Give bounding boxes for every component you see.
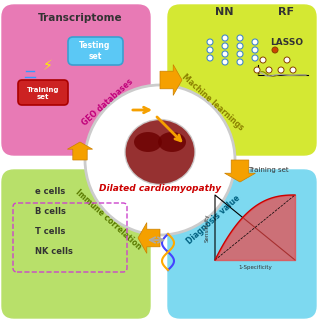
Circle shape — [252, 39, 258, 45]
Text: LASSO: LASSO — [270, 38, 303, 47]
Circle shape — [207, 47, 213, 53]
Text: NK cells: NK cells — [35, 247, 73, 257]
Text: RF: RF — [278, 7, 294, 17]
FancyBboxPatch shape — [2, 170, 150, 318]
Text: Machine learnings: Machine learnings — [180, 72, 245, 132]
Text: Training
set: Training set — [27, 86, 59, 100]
Circle shape — [222, 43, 228, 49]
Polygon shape — [160, 65, 182, 95]
Circle shape — [278, 67, 284, 73]
Circle shape — [207, 39, 213, 45]
Circle shape — [222, 59, 228, 65]
Ellipse shape — [158, 132, 186, 152]
Circle shape — [252, 55, 258, 61]
Text: Dilated cardiomyopathy: Dilated cardiomyopathy — [99, 183, 221, 193]
Polygon shape — [138, 223, 160, 253]
FancyBboxPatch shape — [168, 170, 316, 318]
Text: ⚡: ⚡ — [43, 84, 53, 98]
FancyBboxPatch shape — [2, 5, 150, 155]
Ellipse shape — [125, 119, 195, 185]
FancyBboxPatch shape — [68, 37, 123, 65]
Text: ⚡: ⚡ — [43, 59, 53, 73]
Circle shape — [284, 57, 290, 63]
Circle shape — [260, 57, 266, 63]
Text: e cells: e cells — [35, 188, 65, 196]
Text: NN: NN — [215, 7, 234, 17]
Ellipse shape — [134, 132, 162, 152]
Polygon shape — [68, 142, 92, 160]
Polygon shape — [225, 160, 255, 182]
Circle shape — [290, 67, 296, 73]
Text: Diagnosis value: Diagnosis value — [185, 194, 242, 246]
Circle shape — [237, 43, 243, 49]
Circle shape — [237, 51, 243, 57]
Circle shape — [254, 67, 260, 73]
Text: Training set: Training set — [248, 167, 289, 173]
FancyBboxPatch shape — [168, 5, 316, 155]
Circle shape — [85, 85, 235, 235]
Circle shape — [252, 47, 258, 53]
Circle shape — [266, 67, 272, 73]
Circle shape — [237, 59, 243, 65]
Text: B cells: B cells — [35, 207, 66, 217]
Circle shape — [237, 35, 243, 41]
Text: GEO databases: GEO databases — [81, 77, 135, 127]
Circle shape — [272, 47, 278, 53]
Text: Immune correlation: Immune correlation — [73, 188, 143, 252]
FancyBboxPatch shape — [18, 80, 68, 105]
Circle shape — [222, 35, 228, 41]
Circle shape — [207, 55, 213, 61]
Text: Testing
set: Testing set — [79, 41, 111, 61]
Circle shape — [222, 51, 228, 57]
Text: Transcriptome: Transcriptome — [38, 13, 122, 23]
Text: T cells: T cells — [35, 228, 65, 236]
Text: 1-Specificity: 1-Specificity — [238, 266, 272, 270]
Text: Sensitivity: Sensitivity — [204, 213, 210, 242]
